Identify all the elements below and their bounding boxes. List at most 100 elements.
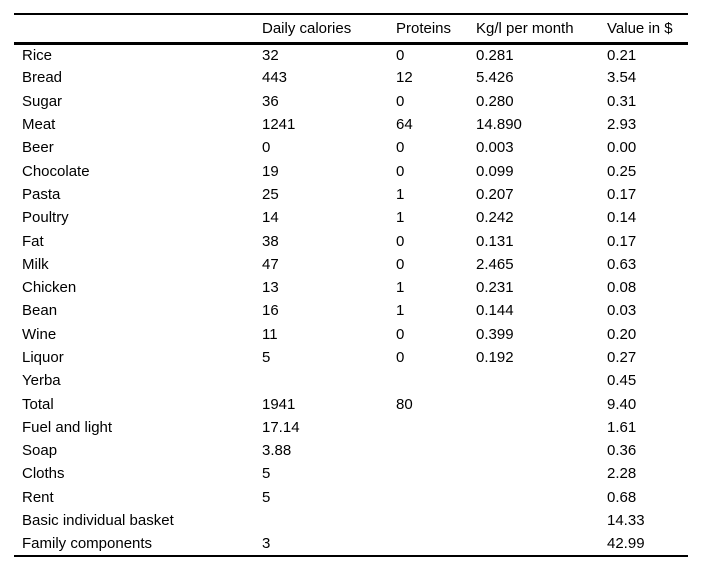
table-row-beer: Beer 0 0 0.003 0.00 [14, 136, 688, 159]
table-row-pasta: Pasta 25 1 0.207 0.17 [14, 183, 688, 206]
cell-value: 0.25 [607, 162, 637, 180]
cell-value: 0.17 [607, 185, 637, 203]
cell-value [254, 369, 388, 392]
table-row-liquor: Liquor 5 0 0.192 0.27 [14, 346, 688, 369]
cell-value: 0 [396, 162, 405, 180]
cell-value: 3 [262, 534, 271, 552]
cell-value [468, 439, 599, 462]
row-label: Basic individual basket [22, 512, 174, 530]
cell-value: 1 [396, 279, 405, 297]
table-row-total: Total 1941 80 9.40 [14, 392, 688, 415]
cell-value: 1 [396, 185, 405, 203]
row-label: Yerba [22, 372, 61, 390]
table-row-soap: Soap 3.88 0.36 [14, 439, 688, 462]
cell-value: 9.40 [607, 395, 637, 413]
cell-value: 0.17 [607, 232, 637, 250]
table-row-family-components: Family components 3 42.99 [14, 532, 688, 555]
cell-value [468, 462, 599, 485]
cell-value: 0 [396, 349, 405, 366]
cell-value: 14 [262, 209, 279, 227]
cell-value: 14.33 [607, 512, 645, 530]
cell-value: 5 [262, 465, 271, 483]
cell-value: 1241 [262, 116, 296, 134]
row-label: Fat [22, 232, 44, 250]
table-row-cloths: Cloths 5 2.28 [14, 462, 688, 485]
cell-value: 0.207 [476, 185, 514, 203]
cell-value: 0.281 [476, 46, 514, 64]
header-row: Daily calories Proteins Kg/l per month Valu… [14, 14, 688, 45]
cell-value: 0 [396, 92, 405, 110]
cell-value: 0.192 [476, 349, 514, 366]
table-row-milk: Milk 47 0 2.465 0.63 [14, 253, 688, 276]
cell-value: 0.45 [607, 372, 637, 390]
table-row-fuel-and-light: Fuel and light 17.14 1.61 [14, 416, 688, 439]
row-label: Chicken [22, 279, 77, 297]
cell-value: 80 [396, 395, 413, 413]
cell-value: 0 [396, 255, 405, 273]
cell-value [468, 509, 599, 532]
cell-value: 32 [262, 46, 279, 64]
row-label: Rice [22, 46, 53, 64]
column-header-proteins: Proteins [388, 14, 468, 45]
cell-value [254, 509, 388, 532]
cell-value: 1.61 [607, 418, 637, 436]
cell-value: 0 [396, 139, 405, 157]
table-row-fat: Fat 38 0 0.131 0.17 [14, 229, 688, 252]
cell-value: 13 [262, 279, 279, 297]
table-row-bean: Bean 16 1 0.144 0.03 [14, 299, 688, 322]
cell-value [468, 392, 599, 415]
cell-value: 5.426 [476, 69, 514, 87]
cell-value: 38 [262, 232, 279, 250]
cell-value [468, 416, 599, 439]
cell-value: 0.14 [607, 209, 637, 227]
cell-value [388, 509, 468, 532]
cell-value: 36 [262, 92, 279, 110]
cell-value: 17.14 [262, 418, 300, 436]
cell-value: 0.36 [607, 442, 637, 460]
cell-value: 0.144 [476, 302, 514, 320]
cell-value: 0 [262, 139, 271, 157]
cell-value: 19 [262, 162, 279, 180]
row-label: Meat [22, 116, 56, 134]
table-row-basic-individual-basket: Basic individual basket 14.33 [14, 509, 688, 532]
column-header-value-in: Value in $ [599, 14, 688, 45]
row-label: Soap [22, 442, 58, 460]
cell-value [468, 532, 599, 555]
cell-value [388, 416, 468, 439]
cell-value: 42.99 [607, 534, 645, 552]
cell-value [468, 486, 599, 509]
row-label: Family components [22, 534, 153, 552]
table-head: Daily calories Proteins Kg/l per month Valu… [14, 14, 688, 45]
cell-value: 0.242 [476, 209, 514, 227]
cell-value: 0.63 [607, 255, 637, 273]
row-label: Liquor [22, 349, 64, 366]
column-header-daily-calories: Daily calories [254, 14, 388, 45]
cell-value: 11 [262, 325, 278, 343]
row-label: Total [22, 395, 54, 413]
cell-value [388, 486, 468, 509]
table-row-wine: Wine 11 0 0.399 0.20 [14, 323, 688, 346]
row-label: Fuel and light [22, 418, 113, 436]
cell-value [388, 439, 468, 462]
cell-value: 0.00 [607, 139, 637, 157]
row-label: Milk [22, 255, 49, 273]
row-label: Bean [22, 302, 58, 320]
column-header-blank [14, 14, 254, 45]
cell-value: 5 [262, 488, 271, 506]
table-row-chicken: Chicken 13 1 0.231 0.08 [14, 276, 688, 299]
table-row-meat: Meat 1241 64 14.890 2.93 [14, 113, 688, 136]
cell-value: 0.08 [607, 279, 637, 297]
cell-value: 1941 [262, 395, 296, 413]
cell-value: 0.68 [607, 488, 637, 506]
cell-value: 0.20 [607, 325, 637, 343]
cell-value: 3.88 [262, 442, 292, 460]
cell-value: 14.890 [476, 116, 522, 134]
cell-value: 0.21 [607, 46, 637, 64]
cell-value: 1 [396, 209, 405, 227]
cell-value: 0.231 [476, 279, 514, 297]
table-row-sugar: Sugar 36 0 0.280 0.31 [14, 90, 688, 113]
cell-value [388, 532, 468, 555]
table-row-chocolate: Chocolate 19 0 0.099 0.25 [14, 159, 688, 182]
cell-value: 64 [396, 116, 413, 134]
